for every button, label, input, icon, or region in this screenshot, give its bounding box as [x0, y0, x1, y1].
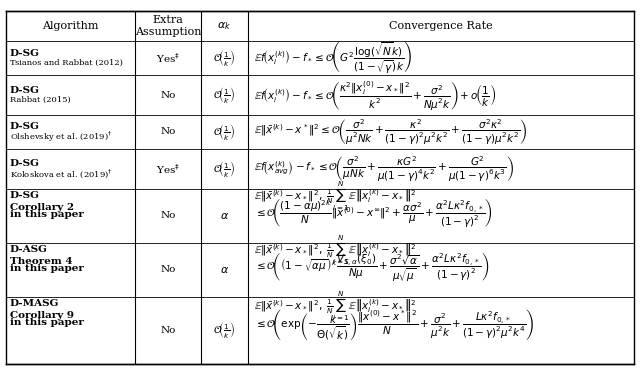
Text: No: No — [160, 326, 175, 335]
Text: No: No — [160, 211, 175, 220]
Text: D-SG: D-SG — [10, 122, 40, 131]
Text: No: No — [160, 91, 175, 99]
Text: $\mathbb{E}\|\bar{x}^{(k)}-x^*\|^2 \leq \mathcal{O}\!\left(\dfrac{\sigma^2}{\mu^: $\mathbb{E}\|\bar{x}^{(k)}-x^*\|^2 \leq … — [254, 118, 528, 147]
Text: Extra
Assumption: Extra Assumption — [134, 15, 201, 37]
Text: Algorithm: Algorithm — [42, 21, 99, 31]
Text: Yes$^{\ddagger}$: Yes$^{\ddagger}$ — [156, 51, 180, 65]
Text: $\mathcal{O}\!\left(\frac{1}{k}\right)$: $\mathcal{O}\!\left(\frac{1}{k}\right)$ — [213, 85, 236, 105]
Text: Olshevsky et al. (2019)$^{\dagger}$: Olshevsky et al. (2019)$^{\dagger}$ — [10, 129, 112, 144]
Text: $\alpha$: $\alpha$ — [220, 211, 229, 221]
Text: $\mathbb{E}\|\bar{x}^{(k)}-x_*\|^2,\; \frac{1}{N}\sum_{i=1}^{N}\mathbb{E}\left\|: $\mathbb{E}\|\bar{x}^{(k)}-x_*\|^2,\; \f… — [254, 234, 417, 267]
Text: $\leq \mathcal{O}\!\left(\dfrac{(1-\alpha\mu)^{2k}}{N}\|x^{(0)}-x^\infty\|^2+\df: $\leq \mathcal{O}\!\left(\dfrac{(1-\alph… — [254, 196, 493, 229]
Text: Corollary 9: Corollary 9 — [10, 311, 74, 320]
Text: $\mathbb{E}\|\bar{x}^{(k)}-x_*\|^2,\; \frac{1}{N}\sum_{i=1}^{N}\mathbb{E}\left\|: $\mathbb{E}\|\bar{x}^{(k)}-x_*\|^2,\; \f… — [254, 290, 417, 323]
Text: D-SG: D-SG — [10, 160, 40, 168]
Text: in this paper: in this paper — [10, 210, 83, 219]
Text: $\mathcal{O}\!\left(\frac{1}{k}\right)$: $\mathcal{O}\!\left(\frac{1}{k}\right)$ — [213, 48, 236, 68]
Text: $\mathcal{O}\!\left(\frac{1}{k}\right)$: $\mathcal{O}\!\left(\frac{1}{k}\right)$ — [213, 159, 236, 179]
Text: Rabbat (2015): Rabbat (2015) — [10, 96, 70, 104]
Text: $\leq \mathcal{O}\!\left(\left(1-\sqrt{\alpha\mu}\right)^k \dfrac{V_{S,\alpha}(\: $\leq \mathcal{O}\!\left(\left(1-\sqrt{\… — [254, 251, 490, 284]
Text: in this paper: in this paper — [10, 318, 83, 327]
Text: $\mathbb{E}f\!\left(x_i^{(k)}\right) - f_* \leq \mathcal{O}\!\left(G^2\dfrac{\lo: $\mathbb{E}f\!\left(x_i^{(k)}\right) - f… — [254, 40, 412, 76]
Text: Tsianos and Rabbat (2012): Tsianos and Rabbat (2012) — [10, 59, 122, 67]
Text: D-SG: D-SG — [10, 191, 40, 200]
Text: Convergence Rate: Convergence Rate — [389, 21, 493, 31]
Text: Theorem 4: Theorem 4 — [10, 257, 72, 266]
Text: D-ASG: D-ASG — [10, 245, 47, 254]
Text: D-SG: D-SG — [10, 49, 40, 58]
Text: No: No — [160, 265, 175, 274]
Text: $\mathbb{E}f\!\left(x_{avg}^{(k)}\right) - f_* \leq \mathcal{O}\!\left(\dfrac{\s: $\mathbb{E}f\!\left(x_{avg}^{(k)}\right)… — [254, 154, 515, 183]
Text: Koloskova et al. (2019)$^{\dagger}$: Koloskova et al. (2019)$^{\dagger}$ — [10, 167, 112, 180]
Text: Corollary 2: Corollary 2 — [10, 203, 74, 211]
Text: $\alpha_k$: $\alpha_k$ — [218, 20, 232, 32]
Text: $\mathbb{E}\|\bar{x}^{(k)}-x_*\|^2,\; \frac{1}{N}\sum_{i=1}^{N}\mathbb{E}\left\|: $\mathbb{E}\|\bar{x}^{(k)}-x_*\|^2,\; \f… — [254, 180, 417, 213]
Text: $\mathbb{E}f\!\left(x_i^{(k)}\right) - f_* \leq \mathcal{O}\!\left(\dfrac{\kappa: $\mathbb{E}f\!\left(x_i^{(k)}\right) - f… — [254, 79, 497, 112]
Text: Yes$^{\ddagger}$: Yes$^{\ddagger}$ — [156, 162, 180, 176]
Text: in this paper: in this paper — [10, 264, 83, 273]
Text: $\leq \mathcal{O}\!\left(\exp\!\left(-\dfrac{k}{\Theta(\sqrt{k})}\right)\dfrac{\: $\leq \mathcal{O}\!\left(\exp\!\left(-\d… — [254, 307, 535, 342]
Text: D-SG: D-SG — [10, 86, 40, 95]
Text: $\alpha$: $\alpha$ — [220, 265, 229, 275]
Text: D-MASG: D-MASG — [10, 299, 59, 308]
Text: $\mathcal{O}\!\left(\frac{1}{k}\right)$: $\mathcal{O}\!\left(\frac{1}{k}\right)$ — [213, 122, 236, 142]
Text: $\mathcal{O}\!\left(\frac{1}{k}\right)$: $\mathcal{O}\!\left(\frac{1}{k}\right)$ — [213, 320, 236, 340]
Text: No: No — [160, 128, 175, 137]
